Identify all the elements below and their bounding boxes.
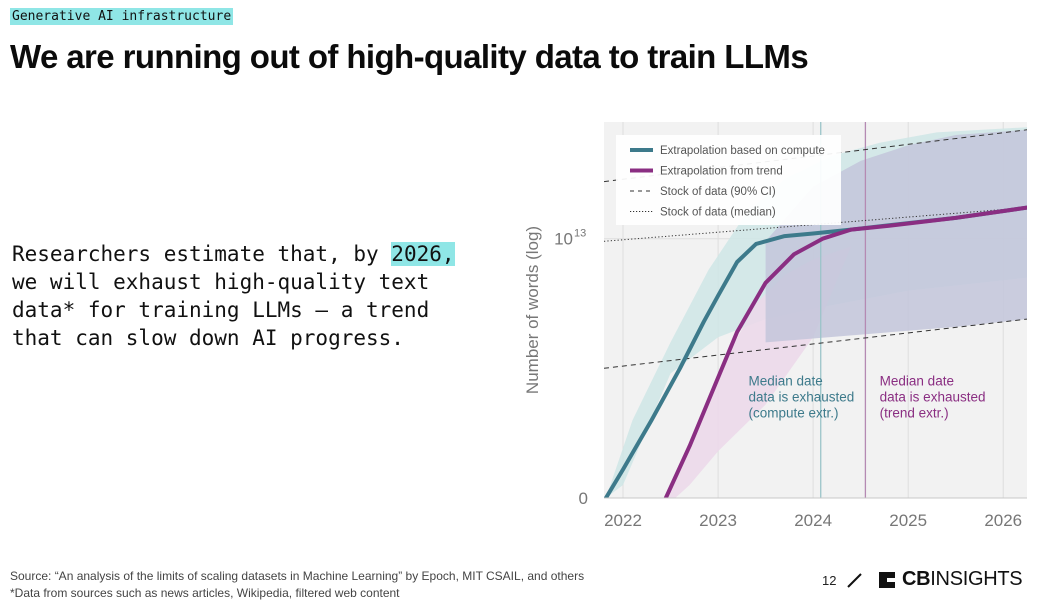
annotation-2-line-3: (trend extr.)	[880, 405, 949, 420]
annotation-2: Median date data is exhausted (trend extr.…	[880, 373, 986, 420]
y-axis-label: Number of words (log)	[523, 226, 542, 394]
annotations: Median date data is exhausted (compute ext…	[748, 373, 985, 420]
footer-source: Source: “An analysis of the limits of sc…	[10, 569, 585, 583]
annotation-2-line-1: Median date	[880, 373, 954, 388]
body-paragraph: Researchers estimate that, by 2026, we w…	[12, 240, 482, 352]
x-tick-label-2022: 2022	[604, 511, 642, 530]
series-stock-of-data-90-ci-lower	[604, 318, 1027, 369]
stock-lines	[604, 129, 1027, 369]
legend-label-1: Extrapolation based on compute	[660, 145, 825, 157]
page-title: We are running out of high-quality data …	[10, 38, 809, 75]
annotation-1: Median date data is exhausted (compute ext…	[748, 373, 854, 420]
brand-wordmark: CBINSIGHTS	[902, 568, 1023, 590]
body-text-after: we will exhaust high-quality text data* …	[12, 270, 430, 350]
legend-label-2: Extrapolation from trend	[660, 166, 783, 178]
cb-logo-icon	[879, 571, 895, 588]
annotation-1-line-2: data is exhausted	[748, 389, 854, 404]
series-extrapolation-from-trend	[663, 205, 1027, 498]
axes: 2022 2023 2024 2025 2026 0 10 13 Number of words…	[523, 226, 1027, 530]
slash-divider-icon	[847, 573, 862, 588]
page-number: 12	[822, 573, 837, 588]
series-stock-of-data-90-ci-upper	[604, 129, 1027, 183]
x-tick-label-2023: 2023	[699, 511, 737, 530]
annotation-2-line-2: data is exhausted	[880, 389, 986, 404]
y-tick-label-0: 0	[579, 489, 588, 508]
annotation-1-line-3: (compute extr.)	[748, 405, 838, 420]
y-tick-exponent-1: 13	[574, 228, 586, 240]
section-tag: Generative AI infrastructure	[10, 8, 234, 25]
body-highlight-year: 2026,	[391, 242, 455, 266]
footer: Source: “An analysis of the limits of sc…	[10, 568, 584, 602]
legend-label-4: Stock of data (median)	[660, 207, 776, 219]
legend-box	[616, 135, 841, 225]
y-tick-label-1: 10	[554, 230, 573, 249]
x-tick-label-2026: 2026	[984, 511, 1022, 530]
legend: Extrapolation based on compute Extrapolat…	[616, 135, 841, 225]
x-tick-label-2024: 2024	[794, 511, 832, 530]
series-stock-of-data-median	[604, 207, 1027, 242]
extrapolation-lines	[604, 205, 1027, 498]
cb-insights-logo: CBINSIGHTS	[876, 568, 1023, 591]
annotation-1-line-1: Median date	[748, 373, 822, 388]
x-tick-label-2025: 2025	[889, 511, 927, 530]
footer-note: *Data from sources such as news articles…	[10, 586, 400, 600]
body-text-before: Researchers estimate that, by	[12, 242, 392, 266]
data-exhaustion-chart: 2022 2023 2024 2025 2026 0 10 13 Number of words…	[523, 122, 1027, 530]
legend-label-3: Stock of data (90% CI)	[660, 186, 776, 198]
